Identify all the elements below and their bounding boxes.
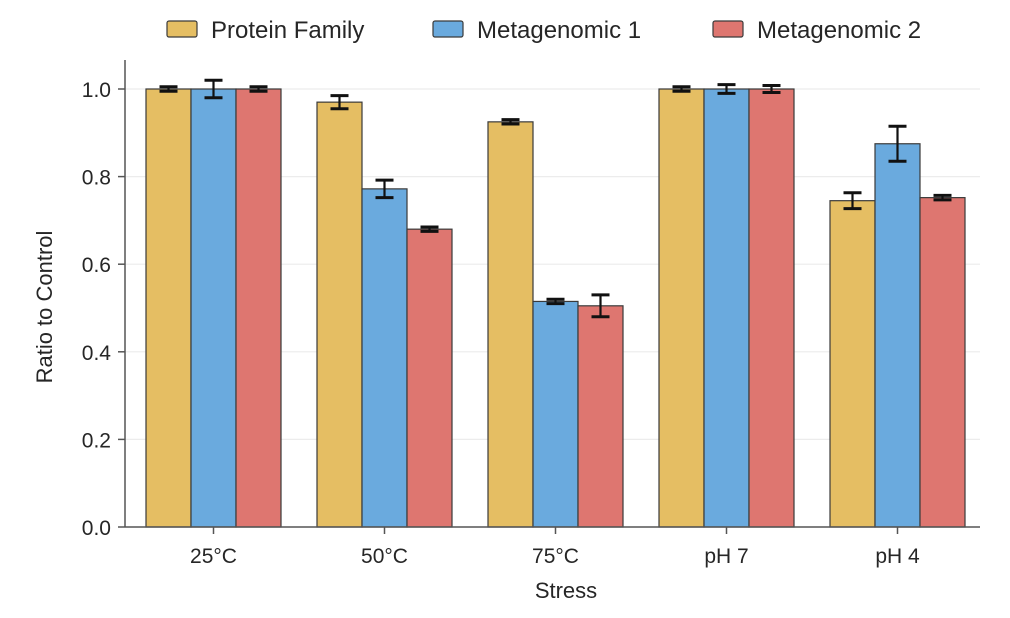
- bar: [235, 88, 282, 528]
- y-tick-label: 1.0: [82, 79, 111, 102]
- y-tick-label: 0.4: [82, 342, 112, 365]
- bar: [190, 88, 237, 528]
- y-tick-label: 0.8: [82, 167, 111, 190]
- x-tick-label: 75°C: [532, 545, 579, 568]
- bars: [145, 88, 966, 528]
- bar: [316, 101, 363, 528]
- y-tick-label: 0.6: [82, 254, 111, 277]
- legend: Protein Family Metagenomic 1 Metagenomic 2: [166, 17, 921, 44]
- legend-label: Protein Family: [211, 17, 364, 44]
- legend-item: Metagenomic 2: [712, 17, 921, 44]
- bar: [145, 88, 192, 528]
- legend-swatch: [432, 20, 464, 38]
- axes: [124, 60, 980, 528]
- x-tick-label: pH 7: [704, 545, 748, 568]
- bar: [361, 188, 408, 528]
- bar: [577, 305, 624, 528]
- legend-swatch: [166, 20, 198, 38]
- legend-item: Protein Family: [166, 17, 364, 44]
- legend-item: Metagenomic 1: [432, 17, 641, 44]
- legend-swatch: [712, 20, 744, 38]
- y-tick-label: 0.0: [82, 517, 111, 540]
- y-tick-label: 0.2: [82, 429, 111, 452]
- x-axis-title: Stress: [535, 578, 597, 603]
- bar: [658, 88, 705, 528]
- legend-label: Metagenomic 2: [757, 17, 921, 44]
- bar: [703, 88, 750, 528]
- bar: [748, 88, 795, 528]
- x-tick-label: 50°C: [361, 545, 408, 568]
- error-bars: [159, 78, 952, 319]
- bar: [829, 200, 876, 528]
- x-tick-label: pH 4: [875, 545, 920, 568]
- y-axis-title: Ratio to Control: [32, 231, 57, 384]
- bar: [919, 197, 966, 528]
- legend-label: Metagenomic 1: [477, 17, 641, 44]
- x-tick-label: 25°C: [190, 545, 237, 568]
- bar: [874, 143, 921, 528]
- x-ticks: 25°C 50°C 75°C pH 7 pH 4: [190, 527, 920, 568]
- bar: [406, 228, 453, 528]
- y-ticks: 0.0 0.2 0.4 0.6 0.8 1.0: [82, 79, 125, 540]
- bar: [532, 300, 579, 528]
- bar: [487, 121, 534, 528]
